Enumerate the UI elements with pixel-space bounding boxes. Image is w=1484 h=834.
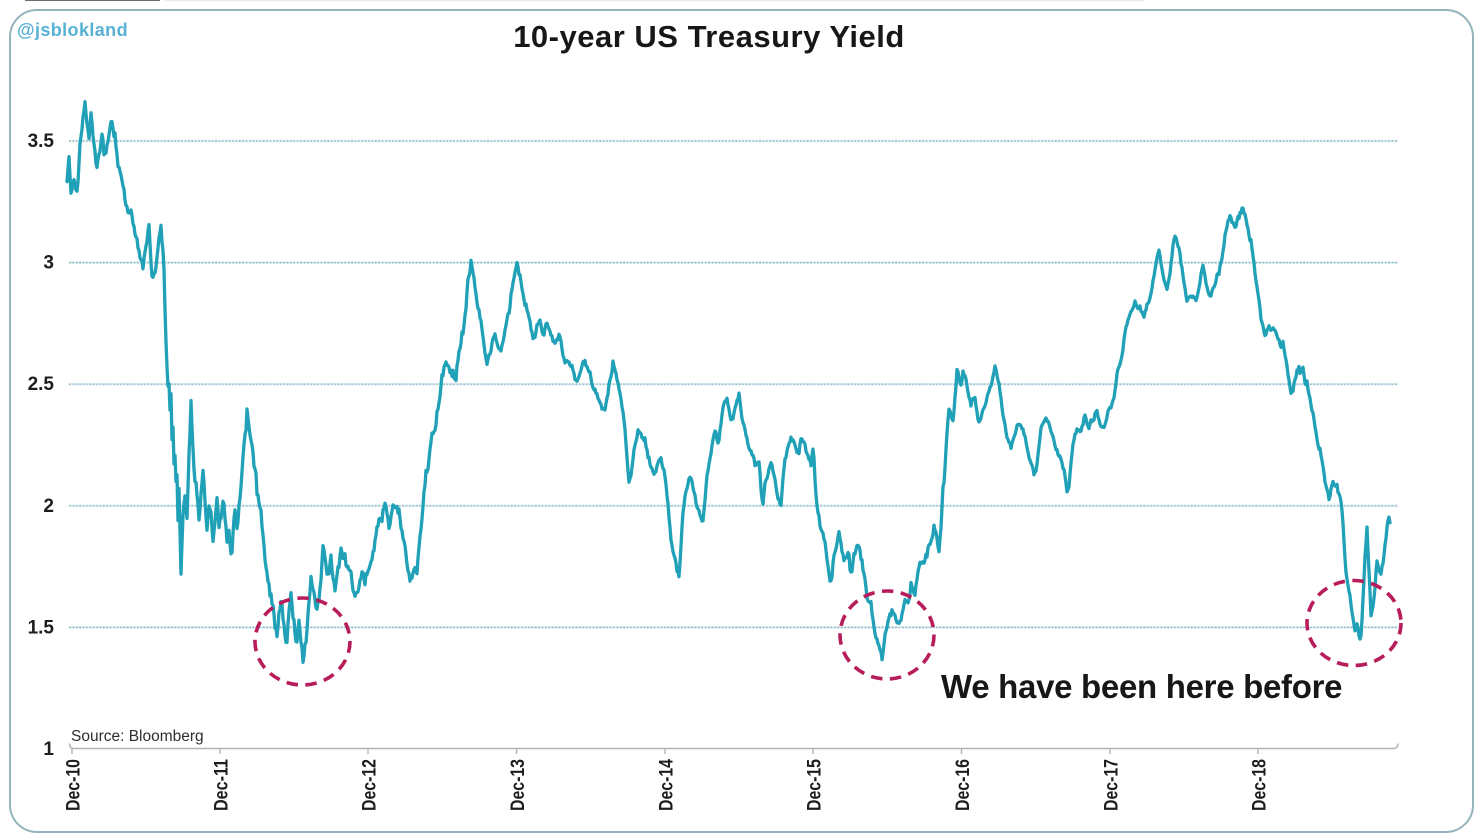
svg-text:Dec-17: Dec-17 <box>1102 759 1123 811</box>
svg-text:Dec-18: Dec-18 <box>1250 759 1271 811</box>
svg-text:2: 2 <box>43 496 54 517</box>
svg-text:Dec-14: Dec-14 <box>657 759 678 811</box>
svg-text:1: 1 <box>43 739 54 760</box>
svg-text:Dec-15: Dec-15 <box>805 759 826 811</box>
svg-text:Dec-16: Dec-16 <box>953 759 974 811</box>
svg-text:3: 3 <box>43 253 54 274</box>
svg-text:Dec-10: Dec-10 <box>64 759 85 811</box>
svg-text:3.5: 3.5 <box>28 131 55 152</box>
svg-text:Dec-11: Dec-11 <box>212 759 233 811</box>
svg-text:Dec-12: Dec-12 <box>360 759 381 811</box>
svg-text:1.5: 1.5 <box>28 617 55 638</box>
svg-text:2.5: 2.5 <box>28 374 55 395</box>
svg-text:Dec-13: Dec-13 <box>508 759 529 811</box>
